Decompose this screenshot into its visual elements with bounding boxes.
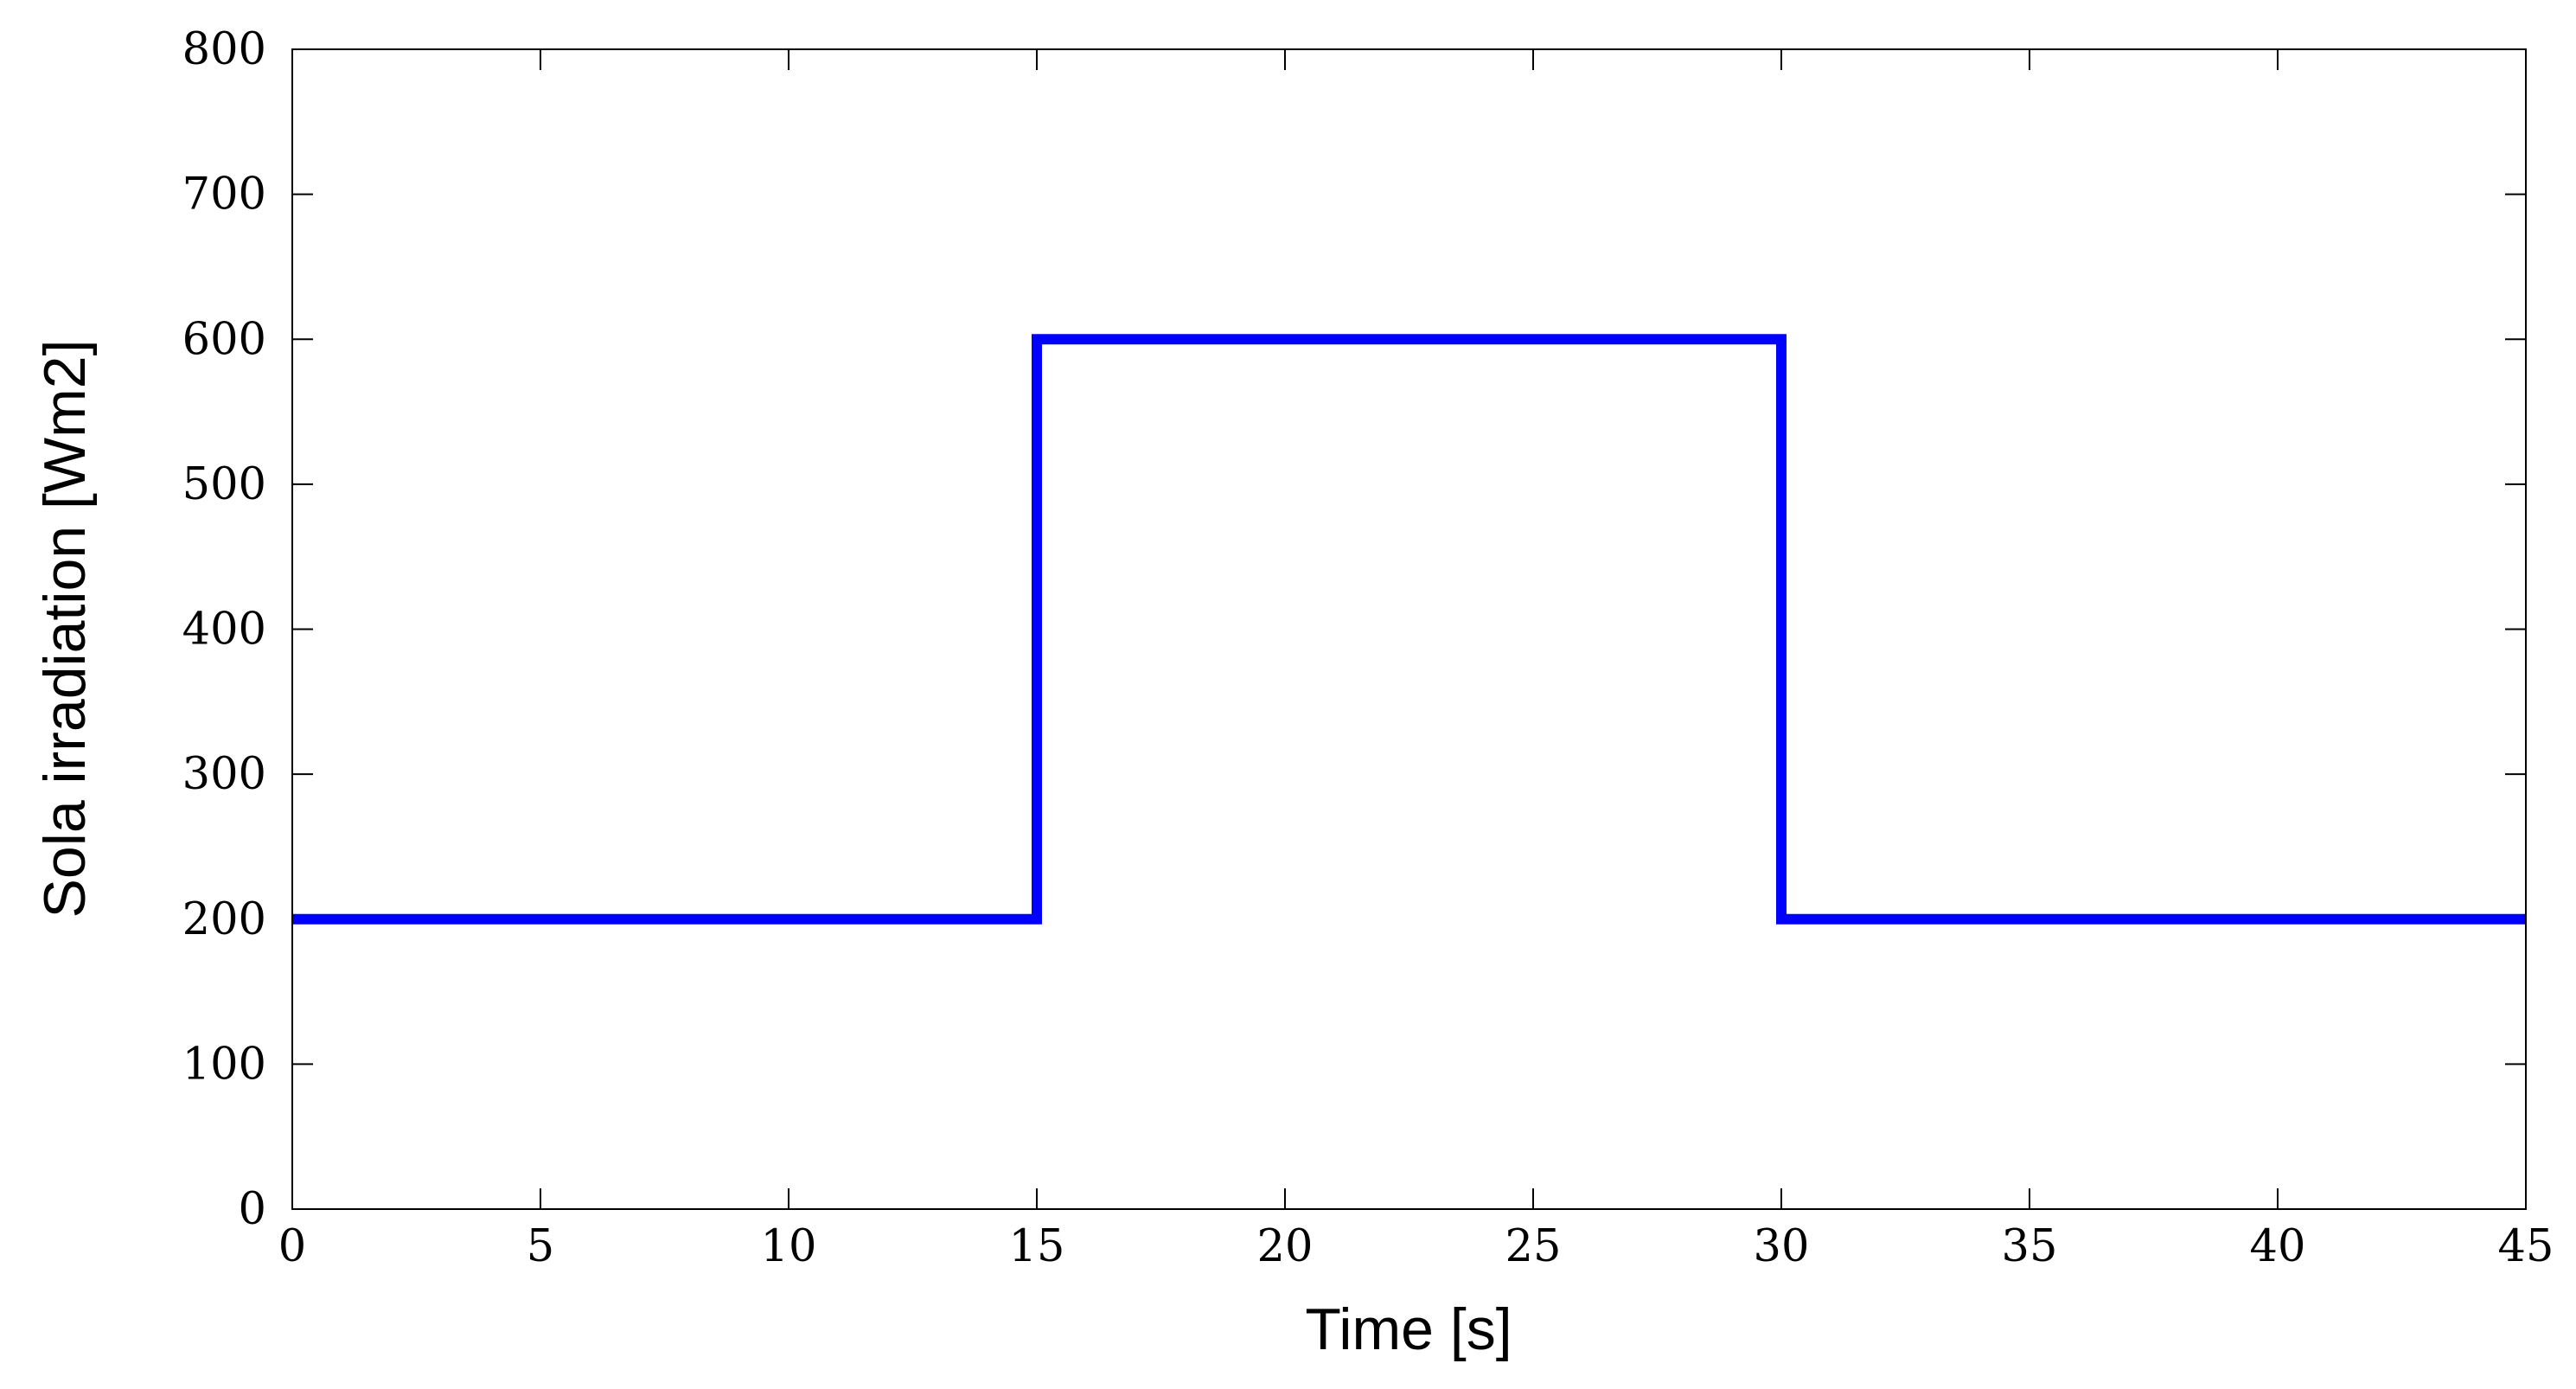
y-tick-label: 300	[182, 749, 266, 800]
x-tick-label: 25	[1505, 1221, 1562, 1272]
y-tick-label: 0	[239, 1184, 266, 1235]
x-tick-label: 5	[527, 1221, 554, 1272]
x-tick-label: 0	[278, 1221, 306, 1272]
x-tick-label: 15	[1009, 1221, 1065, 1272]
y-axis-ticks: 0 100 200 300 400 500 600 700 800	[182, 24, 2526, 1235]
x-tick-label: 35	[2002, 1221, 2058, 1272]
y-tick-label: 400	[182, 605, 266, 656]
x-tick-label: 45	[2498, 1221, 2554, 1272]
y-tick-label: 800	[182, 24, 266, 75]
x-axis-ticks: 0 5 10 15 20 25 30 35 40 45	[278, 49, 2554, 1272]
y-tick-label: 200	[182, 894, 266, 945]
x-axis-label: Time [s]	[1305, 1296, 1512, 1362]
y-axis-label: Sola irradiation [Wm2]	[32, 340, 98, 919]
y-tick-label: 700	[182, 170, 266, 221]
x-tick-label: 40	[2250, 1221, 2306, 1272]
x-tick-label: 10	[761, 1221, 817, 1272]
y-tick-label: 100	[182, 1039, 266, 1090]
plot-frame	[291, 48, 2527, 1210]
y-tick-label: 500	[182, 459, 266, 510]
x-tick-label: 30	[1754, 1221, 1810, 1272]
series-line	[292, 334, 2526, 925]
x-tick-label: 20	[1257, 1221, 1314, 1272]
y-tick-label: 600	[182, 314, 266, 365]
series-layer	[292, 334, 2526, 925]
